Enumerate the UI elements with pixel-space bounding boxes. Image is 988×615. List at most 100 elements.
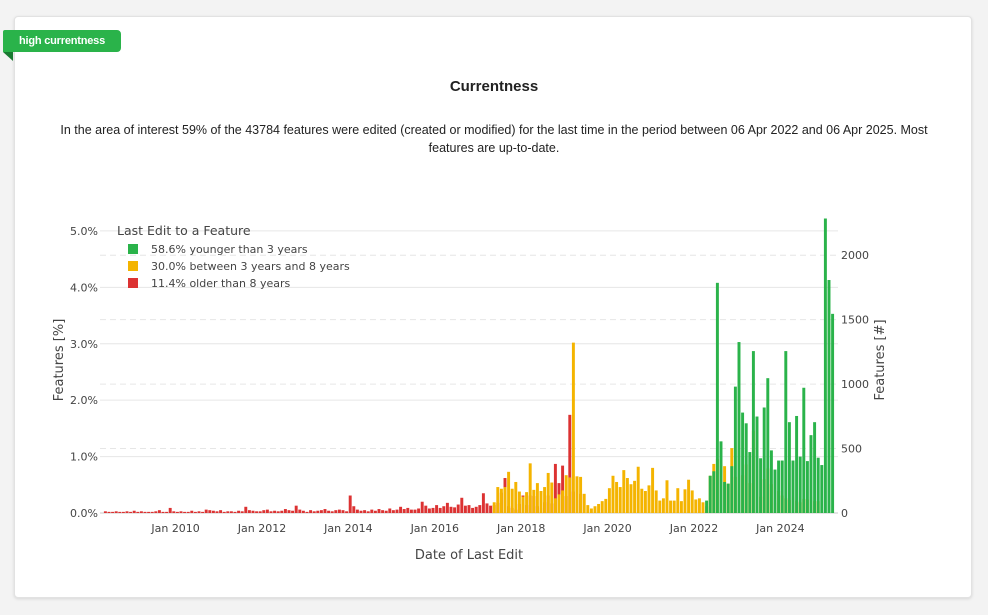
bar[interactable]	[341, 510, 345, 513]
bar[interactable]	[269, 511, 273, 513]
bar[interactable]	[665, 480, 669, 513]
bar[interactable]	[273, 510, 277, 513]
bar[interactable]	[417, 508, 421, 513]
bar[interactable]	[244, 506, 248, 513]
bar[interactable]	[471, 507, 475, 513]
bar[interactable]	[143, 511, 147, 513]
bar[interactable]	[442, 506, 446, 513]
bar[interactable]	[327, 510, 331, 513]
bar[interactable]	[301, 510, 305, 513]
bar[interactable]	[582, 493, 586, 513]
bar[interactable]	[258, 511, 262, 513]
bar[interactable]	[165, 511, 169, 513]
bar[interactable]	[733, 386, 737, 513]
bar[interactable]	[427, 508, 431, 513]
bar[interactable]	[359, 510, 363, 513]
bar[interactable]	[309, 510, 313, 513]
bar[interactable]	[496, 487, 500, 513]
bar[interactable]	[654, 490, 658, 513]
bar[interactable]	[755, 416, 759, 513]
bar[interactable]	[255, 511, 259, 513]
bar[interactable]	[676, 488, 680, 513]
bar[interactable]	[219, 510, 223, 513]
bar[interactable]	[784, 351, 788, 513]
bar[interactable]	[672, 500, 676, 513]
bar[interactable]	[172, 511, 176, 513]
bar[interactable]	[323, 509, 327, 513]
bar[interactable]	[762, 407, 766, 514]
bar[interactable]	[204, 509, 208, 513]
bar[interactable]	[517, 491, 521, 513]
legend[interactable]: Last Edit to a Feature 58.6% younger than…	[117, 223, 350, 290]
bar[interactable]	[737, 342, 741, 513]
legend-entry[interactable]: 11.4% older than 8 years	[151, 277, 291, 290]
bar[interactable]	[561, 490, 565, 513]
bar[interactable]	[795, 415, 799, 513]
bar[interactable]	[787, 422, 791, 513]
bar[interactable]	[139, 511, 143, 513]
bar[interactable]	[553, 463, 557, 513]
bar[interactable]	[730, 466, 734, 513]
bar[interactable]	[816, 457, 820, 513]
bar[interactable]	[564, 475, 568, 513]
bar[interactable]	[132, 510, 136, 513]
bar[interactable]	[831, 313, 835, 513]
bar[interactable]	[798, 456, 802, 513]
bar[interactable]	[593, 506, 597, 513]
bar[interactable]	[741, 412, 745, 513]
bar[interactable]	[618, 487, 622, 513]
bar[interactable]	[748, 452, 752, 513]
bar[interactable]	[474, 506, 478, 513]
bar[interactable]	[251, 510, 255, 513]
bar[interactable]	[183, 511, 187, 513]
bar[interactable]	[355, 509, 359, 513]
bar[interactable]	[330, 511, 334, 513]
bar[interactable]	[129, 511, 133, 513]
bar[interactable]	[643, 491, 647, 513]
bar[interactable]	[449, 506, 453, 513]
bar[interactable]	[319, 510, 323, 513]
bar[interactable]	[337, 509, 341, 513]
bar[interactable]	[384, 510, 388, 513]
bar[interactable]	[586, 505, 590, 513]
bar[interactable]	[661, 498, 665, 513]
bar[interactable]	[759, 458, 763, 513]
bar[interactable]	[543, 487, 547, 513]
bar[interactable]	[600, 501, 604, 513]
bar[interactable]	[568, 414, 572, 513]
bar[interactable]	[175, 511, 179, 513]
bar[interactable]	[399, 506, 403, 513]
bar[interactable]	[118, 511, 122, 513]
bar[interactable]	[179, 511, 183, 513]
bar[interactable]	[409, 509, 413, 513]
bar[interactable]	[827, 280, 831, 513]
bar[interactable]	[478, 505, 482, 513]
bar[interactable]	[406, 507, 410, 513]
bar[interactable]	[669, 500, 673, 513]
bar[interactable]	[809, 435, 813, 513]
bar[interactable]	[420, 501, 424, 513]
bar[interactable]	[528, 463, 532, 513]
bar[interactable]	[561, 465, 565, 513]
bar[interactable]	[791, 460, 795, 513]
bar[interactable]	[237, 510, 241, 513]
bar[interactable]	[683, 489, 687, 513]
bar[interactable]	[121, 511, 125, 513]
bar[interactable]	[287, 510, 291, 513]
bar[interactable]	[651, 467, 655, 513]
bar[interactable]	[615, 481, 619, 513]
bar[interactable]	[395, 509, 399, 513]
bar[interactable]	[190, 510, 194, 513]
bar[interactable]	[334, 510, 338, 513]
bar[interactable]	[640, 488, 644, 513]
bar[interactable]	[154, 511, 158, 513]
bar[interactable]	[607, 488, 611, 513]
bar[interactable]	[388, 508, 392, 513]
bar[interactable]	[226, 511, 230, 513]
bar[interactable]	[445, 502, 449, 513]
legend-entry[interactable]: 30.0% between 3 years and 8 years	[151, 260, 350, 273]
bar[interactable]	[377, 509, 381, 513]
bar[interactable]	[579, 476, 583, 513]
bar[interactable]	[525, 492, 529, 513]
bar[interactable]	[535, 483, 539, 513]
